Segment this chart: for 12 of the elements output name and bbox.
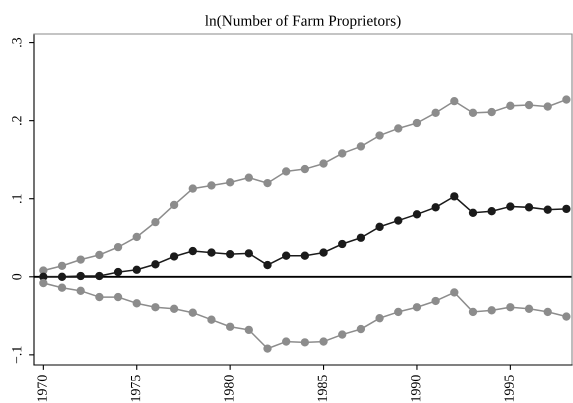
y-tick-label: −.1 <box>12 346 22 364</box>
y-tick-label: .3 <box>12 38 22 47</box>
y-tick-label: 0 <box>12 274 22 280</box>
x-tick-label: 1985 <box>318 375 328 402</box>
x-tick-label: 1990 <box>411 375 420 402</box>
x-tick-label: 1980 <box>224 375 234 402</box>
y-tick-label: .2 <box>12 116 22 125</box>
x-tick-label: 1995 <box>504 375 514 402</box>
y-tick-label: .1 <box>12 194 22 204</box>
x-tick-label: 1970 <box>37 375 47 402</box>
chart-title: ln(Number of Farm Proprietors) <box>205 14 401 29</box>
x-tick-label: 1975 <box>130 375 140 402</box>
